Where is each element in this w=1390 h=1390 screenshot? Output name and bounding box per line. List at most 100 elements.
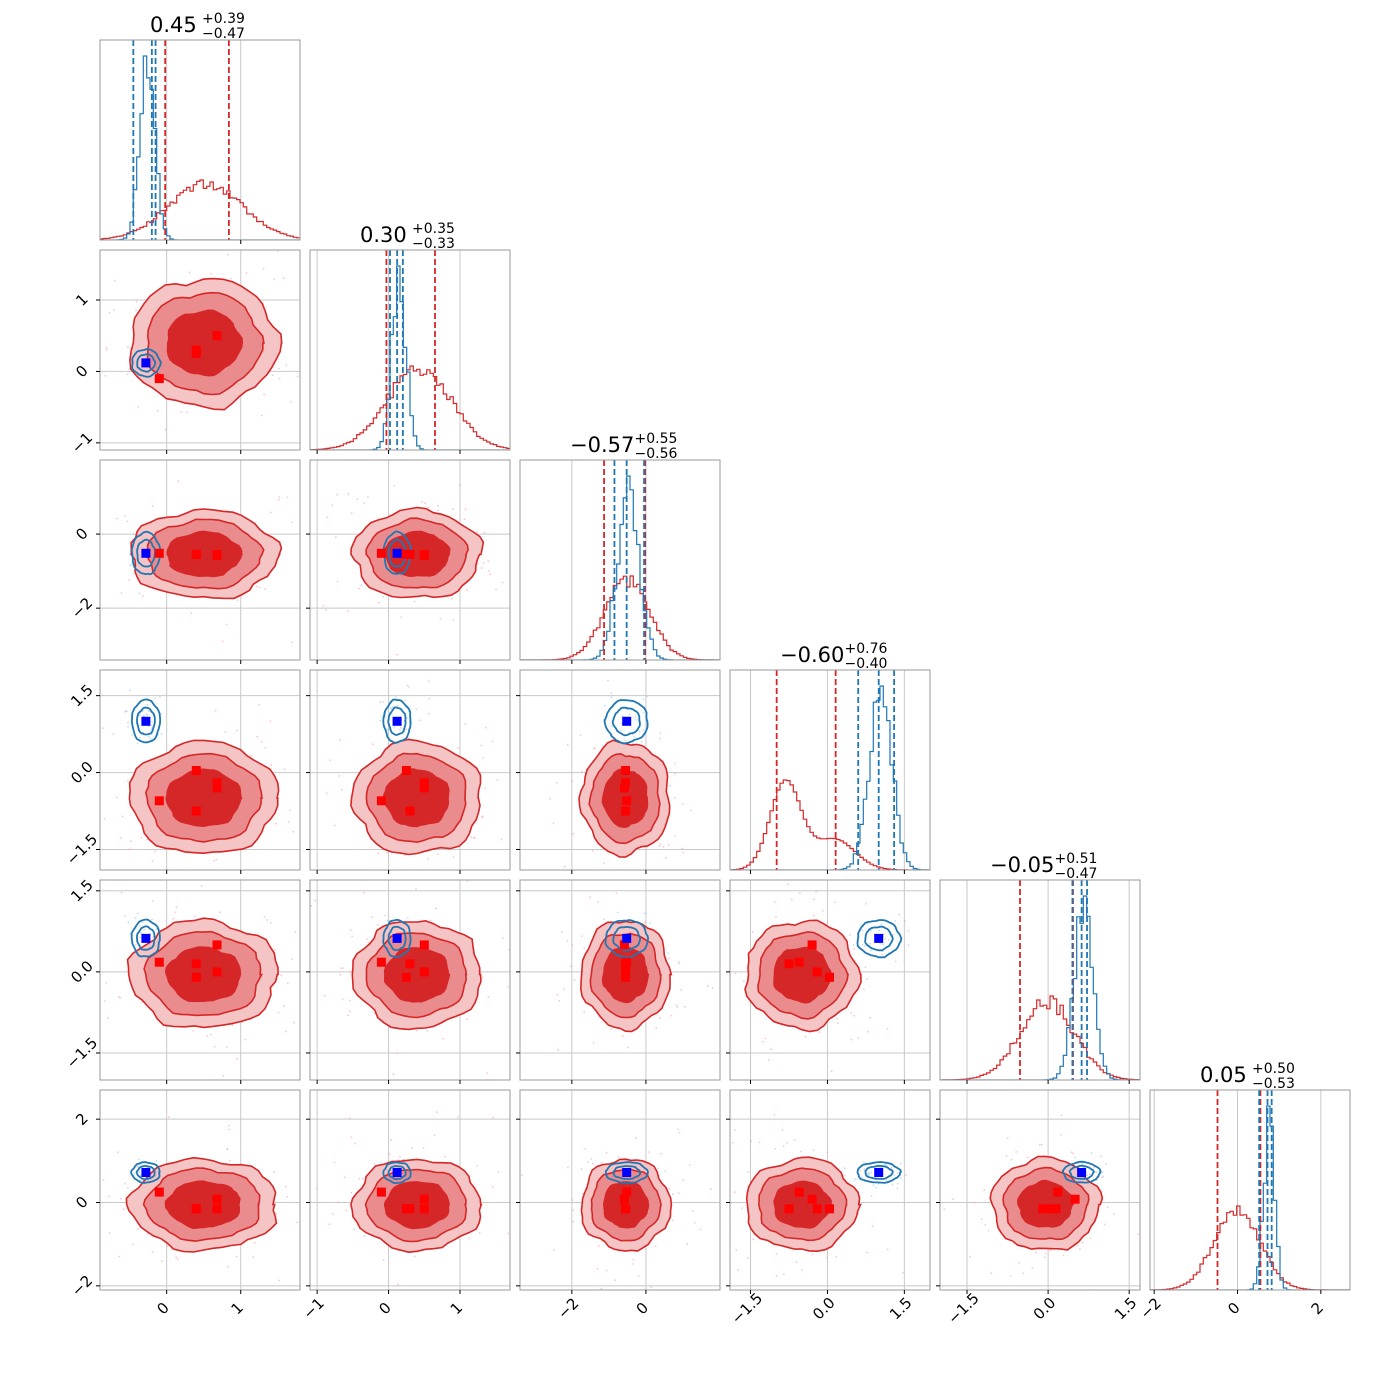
blue-marker — [392, 716, 402, 726]
red-sample-point — [775, 1253, 778, 1255]
red-sample-point — [363, 1235, 366, 1238]
red-marker — [191, 345, 201, 355]
panel-frame — [729, 1089, 931, 1291]
blue-sample-point — [127, 721, 129, 724]
red-sample-point — [117, 1151, 119, 1154]
red-sample-point — [86, 592, 88, 594]
red-contour-inner — [166, 530, 243, 578]
red-sample-point — [481, 816, 483, 818]
red-histogram — [1150, 1205, 1350, 1290]
panel-frame — [99, 459, 301, 661]
red-marker — [619, 783, 629, 793]
red-sample-point — [258, 586, 261, 589]
red-sample-point — [127, 346, 129, 349]
red-sample-point — [758, 1141, 761, 1144]
red-sample-point — [562, 988, 565, 991]
red-sample-point — [126, 433, 128, 435]
red-sample-point — [427, 506, 430, 509]
red-sample-point — [659, 732, 662, 734]
red-sample-point — [166, 1245, 169, 1248]
red-sample-point — [325, 531, 327, 533]
y-tick-label: −1.5 — [63, 830, 101, 868]
red-sample-point — [711, 987, 714, 989]
red-sample-point — [137, 406, 140, 408]
blue-sample-point — [887, 939, 890, 941]
red-sample-point — [552, 1249, 555, 1251]
red-sample-point — [192, 1029, 195, 1032]
blue-sample-point — [628, 713, 631, 716]
red-sample-point — [1079, 1247, 1081, 1250]
blue-sample-point — [664, 1170, 666, 1173]
blue-sample-point — [139, 931, 142, 934]
red-sample-point — [517, 623, 519, 625]
red-sample-point — [601, 887, 603, 889]
red-sample-point — [236, 599, 239, 601]
blue-sample-point — [603, 704, 606, 707]
red-contour-inner — [164, 1180, 241, 1230]
blue-sample-point — [907, 944, 910, 947]
red-sample-point — [94, 572, 96, 574]
x-tick-label: 0 — [1224, 1299, 1243, 1318]
red-sample-point — [871, 1225, 874, 1228]
blue-sample-point — [151, 721, 153, 723]
red-sample-point — [637, 1275, 640, 1277]
red-sample-point — [483, 531, 486, 534]
red-sample-point — [266, 919, 268, 921]
red-sample-point — [325, 609, 328, 611]
red-sample-point — [377, 665, 379, 667]
panel-5-4: −1.5 0.0 1.5 — [936, 1089, 1141, 1328]
red-sample-point — [397, 1283, 399, 1286]
red-sample-point — [137, 1227, 139, 1230]
blue-sample-point — [139, 736, 142, 739]
red-sample-point — [112, 733, 115, 735]
red-marker — [419, 1194, 429, 1204]
red-sample-point — [275, 1212, 278, 1215]
y-tick-label: 0 — [72, 524, 91, 543]
blue-contour — [1061, 1160, 1102, 1184]
title-lower-error: −0.33 — [412, 236, 455, 252]
red-sample-point — [280, 974, 283, 977]
red-sample-point — [896, 1187, 899, 1190]
red-marker — [1043, 1204, 1053, 1214]
blue-sample-point — [128, 689, 131, 692]
red-sample-point — [393, 484, 396, 487]
red-sample-point — [277, 498, 280, 501]
red-sample-point — [886, 1248, 889, 1251]
x-tick-label: −1.5 — [728, 1289, 766, 1327]
red-marker — [621, 972, 631, 982]
blue-sample-point — [852, 944, 855, 946]
x-tick-label: 0 — [153, 1299, 172, 1318]
red-sample-point — [427, 680, 430, 683]
red-sample-point — [176, 1258, 179, 1261]
red-sample-point — [127, 1187, 129, 1189]
blue-sample-point — [360, 584, 363, 586]
red-sample-point — [348, 1117, 351, 1120]
red-sample-point — [837, 1022, 839, 1025]
red-marker — [191, 549, 201, 559]
red-sample-point — [286, 496, 289, 499]
blue-sample-point — [137, 912, 139, 915]
red-sample-point — [815, 890, 818, 893]
red-sample-point — [146, 1232, 149, 1235]
blue-sample-point — [124, 915, 126, 917]
blue-sample-point — [129, 564, 132, 567]
red-sample-point — [563, 865, 566, 868]
red-sample-point — [580, 935, 583, 937]
red-sample-point — [1044, 1252, 1047, 1255]
red-marker — [807, 1194, 817, 1204]
red-marker — [621, 766, 631, 775]
red-sample-point — [516, 1004, 518, 1006]
panel-title: 0.45 — [150, 13, 197, 37]
red-sample-point — [473, 837, 476, 840]
red-sample-point — [686, 1242, 689, 1245]
red-sample-point — [452, 856, 455, 858]
red-sample-point — [500, 838, 503, 841]
red-sample-point — [1103, 1223, 1106, 1226]
red-marker — [812, 1204, 822, 1214]
red-sample-point — [128, 578, 131, 581]
red-sample-point — [795, 1261, 798, 1264]
red-sample-point — [322, 605, 325, 607]
red-sample-point — [414, 1255, 416, 1258]
blue-sample-point — [415, 708, 418, 711]
blue-sample-point — [863, 1168, 866, 1171]
